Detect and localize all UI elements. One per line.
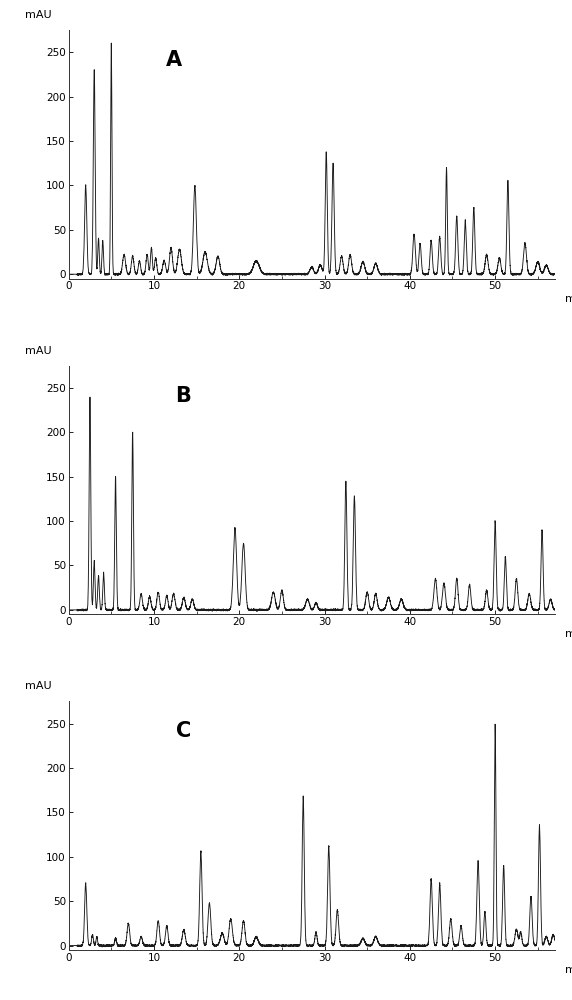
Text: A: A [166,50,182,70]
Text: C: C [176,721,191,741]
Text: min: min [565,965,572,975]
Text: mAU: mAU [25,681,51,691]
Text: min: min [565,629,572,639]
Text: mAU: mAU [25,10,51,20]
Text: min: min [565,294,572,304]
Text: B: B [176,386,192,406]
Text: mAU: mAU [25,346,51,356]
